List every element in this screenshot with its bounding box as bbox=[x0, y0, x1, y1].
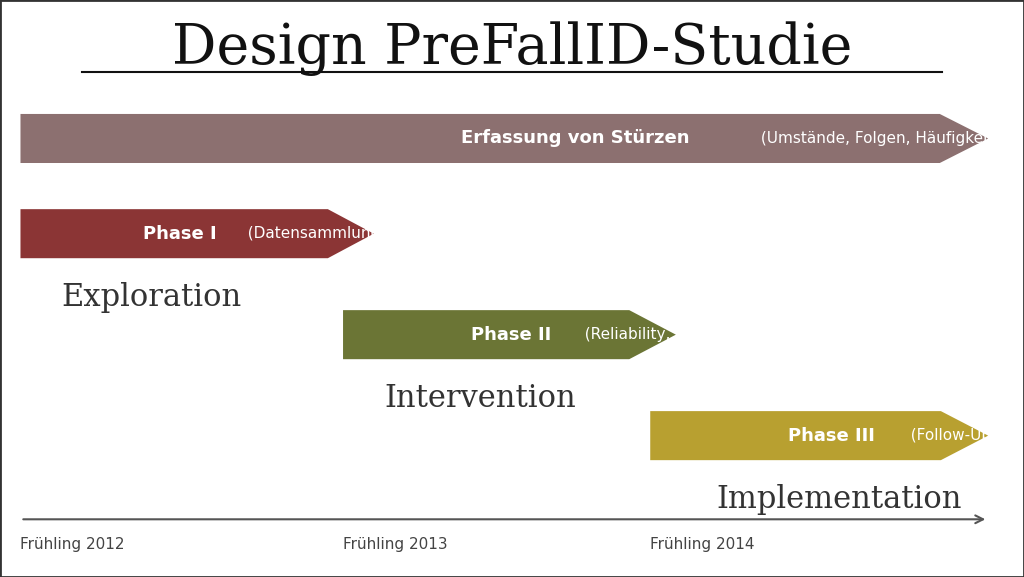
Polygon shape bbox=[650, 411, 988, 460]
Text: (Datensammlung, Feasibility): (Datensammlung, Feasibility) bbox=[239, 226, 473, 241]
Text: Erfassung von Stürzen: Erfassung von Stürzen bbox=[461, 129, 689, 148]
Polygon shape bbox=[20, 209, 374, 258]
Text: Frühling 2014: Frühling 2014 bbox=[650, 537, 755, 552]
Text: Phase I: Phase I bbox=[143, 224, 217, 243]
Text: Intervention: Intervention bbox=[384, 383, 575, 414]
Text: (Reliability, Aktivität, Intervention): (Reliability, Aktivität, Intervention) bbox=[574, 327, 848, 342]
Text: (Umstände, Folgen, Häufigkeit, Charakteristiken): (Umstände, Folgen, Häufigkeit, Charakter… bbox=[756, 131, 1024, 146]
Polygon shape bbox=[20, 114, 988, 163]
Text: Phase III: Phase III bbox=[788, 426, 876, 445]
Polygon shape bbox=[343, 310, 676, 359]
Text: Phase II: Phase II bbox=[471, 325, 551, 344]
Text: Frühling 2013: Frühling 2013 bbox=[343, 537, 447, 552]
Text: Implementation: Implementation bbox=[717, 484, 963, 515]
Text: Design PreFallID-Studie: Design PreFallID-Studie bbox=[172, 22, 852, 76]
Text: Frühling 2012: Frühling 2012 bbox=[20, 537, 125, 552]
Text: (Follow-Up, Implementation): (Follow-Up, Implementation) bbox=[900, 428, 1024, 443]
Text: Exploration: Exploration bbox=[61, 282, 242, 313]
